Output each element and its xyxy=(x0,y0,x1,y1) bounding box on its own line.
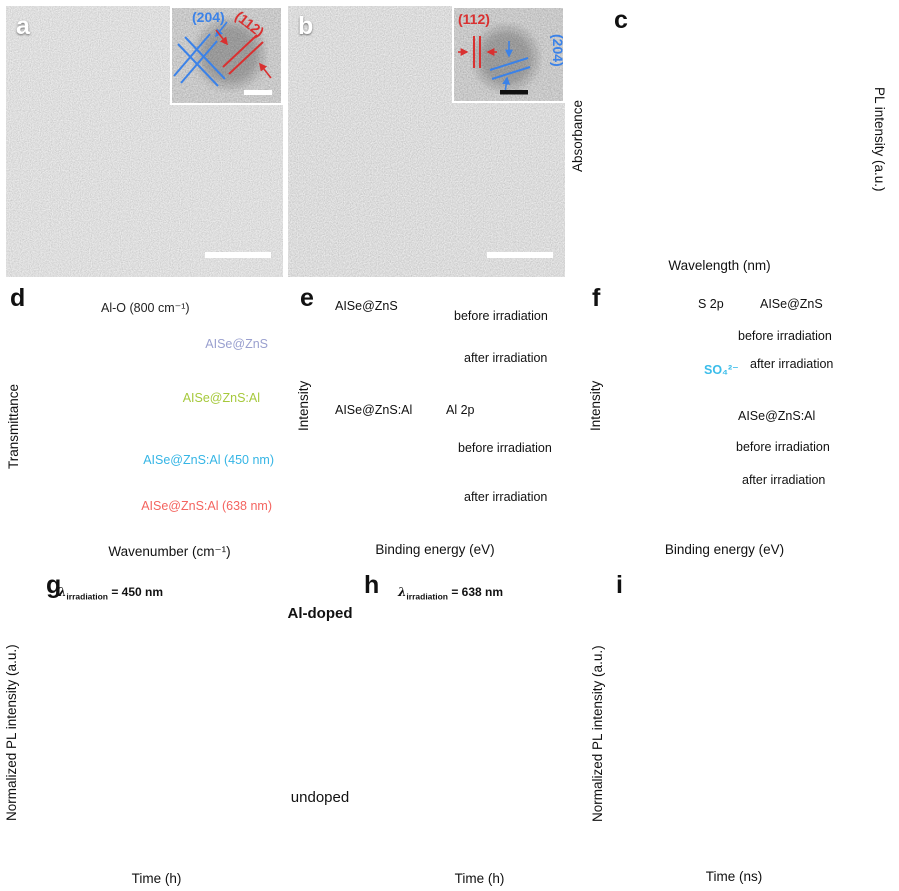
peak-label-al2p: Al 2p xyxy=(446,403,475,417)
panel-g-ylabel: Normalized PL intensity (a.u.) xyxy=(4,644,19,822)
lambda-irradiation-450: λirradiation = 450 nm xyxy=(58,585,163,601)
top-after-label: after irradiation xyxy=(464,351,548,365)
panel-h: h λirradiation = 638 nm Time (h) xyxy=(362,573,662,891)
bottom-after-label: after irradiation xyxy=(464,490,548,504)
lambda-symbol: λ xyxy=(398,585,407,599)
al-o-annotation: Al-O (800 cm⁻¹) xyxy=(101,301,190,315)
panel-i-xlabel: Time (ns) xyxy=(705,869,763,884)
xps-al2p-chart xyxy=(296,286,588,570)
panel-i: i Normalized PL intensity (a.u.) Time (n… xyxy=(590,573,899,891)
plane-label-204: (204) xyxy=(192,9,225,25)
panel-e-letter: e xyxy=(300,284,314,312)
top-after-label: after irradiation xyxy=(750,357,834,371)
panel-i-ylabel: Normalized PL intensity (a.u.) xyxy=(590,645,605,823)
plane-label-204: (204) xyxy=(550,34,563,67)
lambda-value: = 638 nm xyxy=(451,585,504,599)
schematic-nanoparticles: Al-doped undoped xyxy=(225,585,415,880)
lattice-112-lines xyxy=(458,36,497,68)
panel-b-scalebar xyxy=(487,252,553,258)
bottom-before-label: before irradiation xyxy=(458,441,552,455)
panel-c-ylabel-left: Absorbance xyxy=(570,99,585,173)
inset-b-scalebar xyxy=(500,90,528,95)
schematic-drawing xyxy=(225,585,415,880)
panel-e-ylabel: Intensity xyxy=(296,380,311,432)
lattice-112-lines xyxy=(215,29,272,79)
series-label-638nm: AISe@ZnS:Al (638 nm) xyxy=(141,499,272,513)
panel-c-xlabel: Wavelength (nm) xyxy=(668,258,771,273)
series-label-aise-zns: AISe@ZnS xyxy=(205,337,268,351)
absorbance-pl-chart xyxy=(570,0,899,283)
top-before-label: before irradiation xyxy=(454,309,548,323)
tem-b-inset-image: (112) (204) xyxy=(454,8,563,101)
panel-b-tem-image: b xyxy=(288,6,565,277)
panel-g-letter: g xyxy=(46,571,62,599)
panel-c-ylabel-right: PL intensity (a.u.) xyxy=(872,86,887,192)
panel-b-letter: b xyxy=(298,12,314,40)
panel-c: c Absorbance PL intensity (a.u.) Wavelen… xyxy=(570,0,899,283)
peak-label-s2p: S 2p xyxy=(698,297,724,311)
panel-d: d Transmittance Al-O (800 cm⁻¹) AISe@ZnS… xyxy=(2,286,298,570)
panel-g-xlabel: Time (h) xyxy=(131,871,182,886)
lambda-irradiation-638: λirradiation = 638 nm xyxy=(398,585,503,601)
tem-a-inset-particle xyxy=(198,22,262,86)
panel-e: e Intensity AISe@ZnS before irradiation … xyxy=(296,286,588,570)
panel-c-letter: c xyxy=(614,6,628,34)
tem-a-inset-image: (204) (112) xyxy=(172,8,281,103)
sample-label-top: AISe@ZnS xyxy=(760,297,823,311)
panel-d-letter: d xyxy=(10,284,26,312)
lattice-204-lines xyxy=(173,21,228,87)
panel-a-letter: a xyxy=(16,12,30,40)
panel-a-inset: (204) (112) xyxy=(170,6,283,105)
panel-f-letter: f xyxy=(592,284,601,312)
bottom-before-label: before irradiation xyxy=(736,440,830,454)
panel-d-xlabel: Wavenumber (cm⁻¹) xyxy=(108,544,231,559)
panel-a-scalebar xyxy=(205,252,271,258)
tem-b-inset-particle xyxy=(476,28,536,88)
panel-a-tem-image: a xyxy=(6,6,283,277)
lambda-subscript: irradiation xyxy=(66,591,108,602)
top-before-label: before irradiation xyxy=(738,329,832,343)
pl-decay-chart xyxy=(590,573,899,891)
panel-f-ylabel: Intensity xyxy=(588,380,603,432)
al-doped-label: Al-doped xyxy=(287,605,353,622)
bottom-after-label: after irradiation xyxy=(742,473,826,487)
lambda-value: = 450 nm xyxy=(111,585,164,599)
lambda-symbol: λ xyxy=(58,585,67,599)
panel-e-xlabel: Binding energy (eV) xyxy=(375,542,495,557)
sample-label-bottom: AISe@ZnS:Al xyxy=(335,403,413,417)
inset-a-scalebar xyxy=(244,90,272,95)
sample-label-bottom: AISe@ZnS:Al xyxy=(738,409,816,423)
panel-f: f Intensity S 2p AISe@ZnS before irradia… xyxy=(588,286,899,570)
panel-d-ylabel: Transmittance xyxy=(6,383,21,469)
sample-label-top: AISe@ZnS xyxy=(335,299,398,313)
plane-label-112: (112) xyxy=(458,11,490,27)
panel-h-letter: h xyxy=(364,571,380,599)
panel-b-inset: (112) (204) xyxy=(452,6,565,103)
ftir-chart xyxy=(2,286,298,570)
series-label-450nm: AISe@ZnS:Al (450 nm) xyxy=(143,453,274,467)
panel-i-letter: i xyxy=(616,571,623,599)
series-label-aise-zns-al: AISe@ZnS:Al xyxy=(182,391,260,405)
undoped-label: undoped xyxy=(290,789,350,806)
lambda-subscript: irradiation xyxy=(406,591,448,602)
panel-h-xlabel: Time (h) xyxy=(454,871,505,886)
panel-f-xlabel: Binding energy (eV) xyxy=(664,542,785,557)
panel-g: g Normalized PL intensity (a.u.) λirradi… xyxy=(0,573,312,891)
so4-annotation: SO₄²⁻ xyxy=(704,363,739,377)
